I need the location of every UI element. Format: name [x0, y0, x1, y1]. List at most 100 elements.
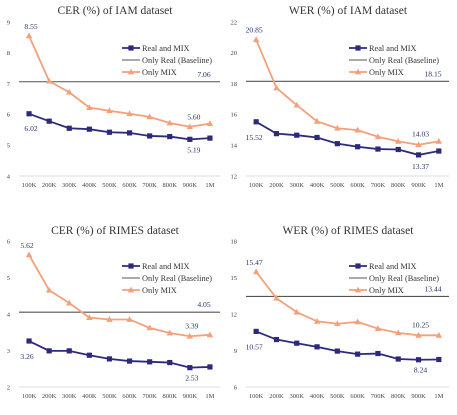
legend-label: Real and MIX	[142, 44, 189, 53]
data-point	[293, 101, 300, 108]
data-point	[415, 331, 422, 338]
series-line	[28, 254, 211, 338]
data-point	[66, 348, 72, 354]
data-point	[273, 294, 280, 301]
series-line	[255, 271, 439, 337]
x-tick-label: 500K	[330, 393, 345, 400]
x-tick-label: 800K	[391, 393, 406, 400]
data-label: 10.25	[412, 320, 429, 329]
data-point	[354, 126, 361, 133]
y-tick-label: 14	[231, 143, 238, 150]
data-point	[294, 132, 300, 138]
legend-marker	[355, 263, 361, 269]
legend-marker	[127, 286, 135, 293]
legend-label: Real and MIX	[369, 262, 416, 271]
y-tick-label: 5	[7, 275, 10, 282]
data-point	[106, 356, 113, 362]
data-point	[294, 340, 300, 346]
data-point	[415, 357, 422, 363]
data-point	[252, 36, 260, 43]
data-point	[106, 107, 113, 114]
x-tick-label: 700K	[142, 393, 157, 400]
data-label: 15.47	[246, 258, 263, 267]
data-point	[66, 125, 72, 131]
data-label: 10.57	[246, 342, 263, 351]
legend-label: Only MIX	[369, 68, 404, 77]
y-tick-label: 6	[7, 238, 11, 245]
x-tick-label: 500K	[102, 182, 117, 189]
x-tick-label: 500K	[102, 393, 117, 400]
legend-marker	[127, 68, 135, 75]
x-tick-label: 200K	[269, 182, 284, 189]
y-tick-label: 22	[231, 19, 238, 26]
data-point	[147, 359, 153, 365]
data-point	[436, 148, 442, 154]
series-line	[255, 39, 439, 146]
data-point	[167, 359, 173, 366]
series-real-and-mix	[253, 119, 442, 158]
data-point	[106, 129, 113, 135]
data-point	[126, 130, 133, 136]
y-tick-label: 8	[7, 50, 10, 57]
legend: Real and MIX Only Real (Baseline) Only MIX	[349, 44, 439, 77]
x-tick-label: 900K	[411, 182, 426, 189]
data-point	[26, 338, 32, 344]
data-point	[334, 124, 341, 131]
data-point	[186, 123, 194, 130]
data-point	[334, 348, 340, 354]
data-point	[86, 352, 92, 358]
data-point	[86, 104, 93, 111]
data-label: 3.39	[185, 321, 198, 330]
data-point	[207, 364, 213, 370]
data-point	[45, 286, 53, 293]
x-tick-label: 100K	[249, 182, 264, 189]
x-tick-label: 300K	[290, 393, 305, 400]
data-point	[146, 324, 153, 331]
legend-label: Only MIX	[369, 286, 404, 295]
x-tick-label: 900K	[183, 393, 198, 400]
data-point	[253, 328, 259, 334]
y-tick-label: 9	[234, 348, 237, 355]
chart-title: WER (%) of RIMES dataset	[283, 225, 415, 237]
data-point	[273, 84, 280, 91]
x-tick-label: 100K	[249, 393, 264, 400]
data-point	[207, 135, 213, 141]
legend-label: Only MIX	[142, 68, 177, 77]
legend-marker	[354, 286, 362, 293]
x-tick-label: 800K	[163, 182, 178, 189]
legend-label: Only Real (Baseline)	[142, 56, 212, 65]
y-tick-label: 6	[7, 112, 11, 119]
data-label: 8.24	[414, 366, 427, 375]
x-tick-label: 900K	[411, 393, 426, 400]
data-point	[355, 144, 361, 150]
chart-title: CER (%) of RIMES dataset	[51, 225, 180, 237]
y-tick-label: 15	[231, 275, 238, 282]
data-label: 13.44	[424, 284, 441, 293]
data-point	[395, 329, 402, 336]
data-label: 5.19	[187, 145, 200, 154]
y-tick-label: 7	[7, 81, 11, 88]
data-label: 7.06	[197, 70, 210, 79]
data-point	[206, 331, 214, 338]
x-tick-label: 100K	[22, 393, 37, 400]
x-tick-label: 1M	[434, 393, 443, 400]
data-point	[253, 119, 259, 125]
data-point	[334, 141, 340, 147]
legend: Real and MIX Only Real (Baseline) Only MIX	[349, 262, 439, 295]
data-label: 20.85	[246, 26, 263, 35]
y-tick-label: 6	[234, 384, 238, 391]
data-point	[206, 120, 214, 127]
data-point	[293, 308, 300, 315]
y-tick-label: 9	[7, 19, 10, 26]
series-only-mix	[25, 32, 214, 130]
data-point	[436, 356, 442, 363]
data-label: 6.02	[24, 124, 37, 133]
legend-marker	[354, 68, 362, 75]
x-tick-label: 600K	[350, 182, 365, 189]
data-point	[415, 141, 422, 148]
chart-title: CER (%) of IAM dataset	[58, 5, 174, 17]
data-label: 18.15	[424, 69, 441, 78]
x-tick-label: 700K	[142, 182, 157, 189]
data-label: 15.52	[246, 133, 263, 142]
x-tick-label: 700K	[371, 393, 386, 400]
